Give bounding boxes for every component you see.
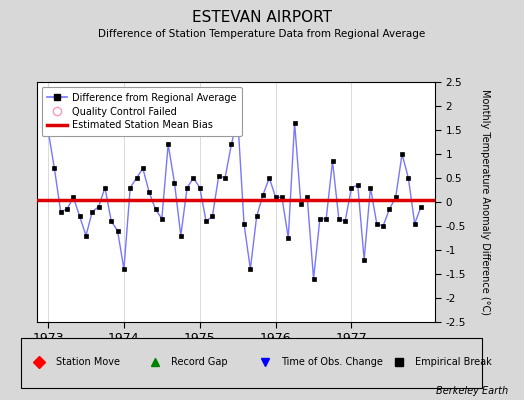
Text: ESTEVAN AIRPORT: ESTEVAN AIRPORT [192,10,332,25]
Text: Record Gap: Record Gap [171,357,227,367]
Text: Difference of Station Temperature Data from Regional Average: Difference of Station Temperature Data f… [99,29,425,39]
Y-axis label: Monthly Temperature Anomaly Difference (°C): Monthly Temperature Anomaly Difference (… [479,89,489,315]
FancyBboxPatch shape [21,338,482,388]
Text: Empirical Break: Empirical Break [415,357,492,367]
Text: Berkeley Earth: Berkeley Earth [436,386,508,396]
Text: Station Move: Station Move [56,357,119,367]
Legend: Difference from Regional Average, Quality Control Failed, Estimated Station Mean: Difference from Regional Average, Qualit… [41,87,242,136]
Text: Time of Obs. Change: Time of Obs. Change [281,357,384,367]
